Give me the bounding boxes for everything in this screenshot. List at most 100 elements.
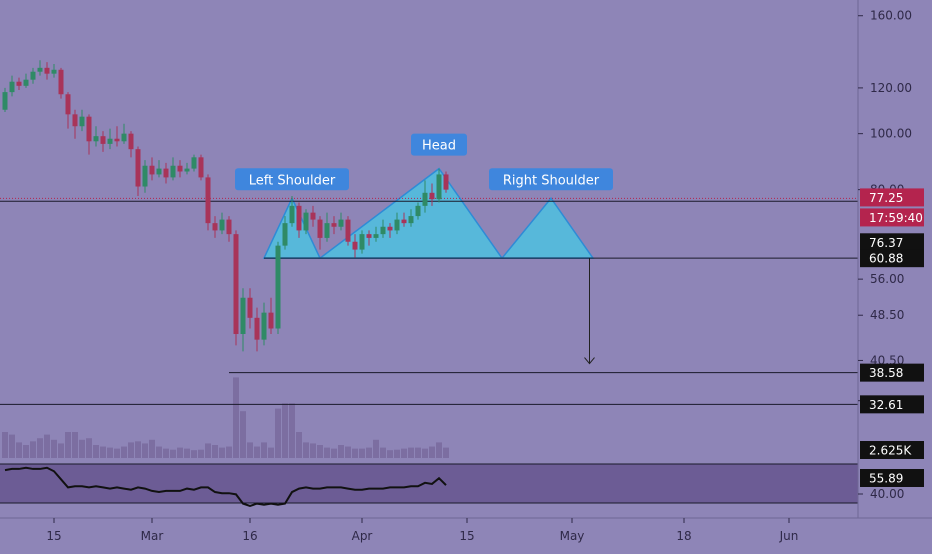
- volume-bar: [436, 442, 442, 458]
- price-badge-current-bg: [860, 188, 924, 207]
- candle: [408, 216, 414, 224]
- volume-bar: [233, 377, 239, 458]
- volume-bar: [240, 411, 246, 458]
- volume-bar: [114, 448, 120, 458]
- volume-bar: [401, 448, 407, 458]
- volume-bar: [394, 449, 400, 458]
- volume-bar: [408, 447, 414, 458]
- candle: [219, 219, 225, 231]
- price-badge: 76.37: [869, 236, 903, 250]
- price-tick-label: 120.00: [870, 81, 912, 95]
- candle: [51, 69, 57, 74]
- volume-bar: [317, 445, 323, 458]
- volume-bar: [163, 448, 169, 458]
- price-badge-bg: [860, 249, 924, 268]
- volume-bar: [149, 439, 155, 458]
- candle: [16, 81, 22, 86]
- head-label: Head: [422, 139, 456, 154]
- candle: [345, 219, 351, 242]
- volume-bar: [296, 432, 302, 458]
- volume-bar: [135, 441, 141, 458]
- candle: [373, 234, 379, 238]
- volume-bar: [51, 439, 57, 458]
- time-tick-label: 16: [242, 529, 257, 543]
- candle: [114, 138, 120, 142]
- candle: [436, 174, 442, 200]
- time-tick-label: Mar: [141, 529, 164, 543]
- horizontal-levels[interactable]: [0, 197, 858, 405]
- volume-bar: [205, 443, 211, 458]
- volume-bar: [352, 448, 358, 458]
- volume-bar: [359, 448, 365, 458]
- candle: [443, 174, 449, 190]
- volume-bar: [156, 446, 162, 458]
- volume-bar: [443, 447, 449, 458]
- candle: [156, 168, 162, 175]
- volume-bar: [226, 446, 232, 458]
- time-tick-label: 18: [676, 529, 691, 543]
- candle: [107, 138, 113, 144]
- price-tick-label: 56.00: [870, 272, 904, 286]
- candle: [198, 157, 204, 178]
- volume-bar: [128, 442, 134, 458]
- volume-bar: [331, 448, 337, 458]
- right-shoulder-label: Right Shoulder: [503, 173, 600, 188]
- volume-bar: [289, 403, 295, 458]
- price-badge: 38.58: [869, 366, 903, 380]
- price-tick-label: 160.00: [870, 9, 912, 23]
- volume-bar: [121, 446, 127, 458]
- candle: [191, 157, 197, 169]
- volume-bar: [219, 447, 225, 458]
- volume-bar: [387, 450, 393, 458]
- candle: [338, 219, 344, 227]
- candle: [296, 205, 302, 231]
- volume-bar: [373, 439, 379, 458]
- candle: [324, 223, 330, 238]
- volume-bar: [247, 442, 253, 458]
- volume-bar: [100, 446, 106, 458]
- volume-bar: [254, 446, 260, 458]
- time-tick-label: 15: [459, 529, 474, 543]
- volume-bar: [170, 449, 176, 458]
- volume-bar: [345, 446, 351, 458]
- candle: [149, 165, 155, 175]
- volume-bar: [58, 443, 64, 458]
- right-shoulder-label-bg: [489, 168, 613, 191]
- volume-bar: [212, 445, 218, 458]
- volume-badge: 2.625K: [869, 444, 912, 458]
- volume-bar: [191, 450, 197, 458]
- candle: [65, 94, 71, 115]
- volume-bar: [177, 447, 183, 458]
- candle: [170, 165, 176, 178]
- candle: [415, 205, 421, 217]
- right-shoulder-triangle: [500, 197, 595, 259]
- head-and-shoulders-pattern[interactable]: [262, 167, 595, 365]
- volume-bar: [86, 438, 92, 458]
- volume-bar: [261, 442, 267, 458]
- projection-arrow-head: [584, 357, 595, 365]
- volume-bar: [429, 446, 435, 458]
- rsi-badge: 55.89: [869, 472, 903, 486]
- candle: [86, 116, 92, 142]
- price-badge: 32.61: [869, 398, 903, 412]
- price-tick-label: 100.00: [870, 127, 912, 141]
- time-tick-label: Jun: [779, 529, 799, 543]
- candle: [401, 219, 407, 224]
- candle: [100, 136, 106, 144]
- volume-bar: [184, 448, 190, 458]
- price-badge: 60.88: [869, 252, 903, 266]
- volume-bar: [93, 445, 99, 458]
- candle: [352, 241, 358, 250]
- candle: [121, 133, 127, 142]
- candle: [380, 226, 386, 235]
- volume-badge-bg: [860, 441, 924, 459]
- pattern-labels: Left Shoulder Head Right Shoulder: [235, 133, 613, 191]
- price-badge-current: 77.25: [869, 191, 903, 205]
- candle: [366, 234, 372, 238]
- candle: [135, 149, 141, 187]
- volume-bar: [198, 449, 204, 458]
- volume-bar: [72, 432, 78, 458]
- candle: [282, 223, 288, 246]
